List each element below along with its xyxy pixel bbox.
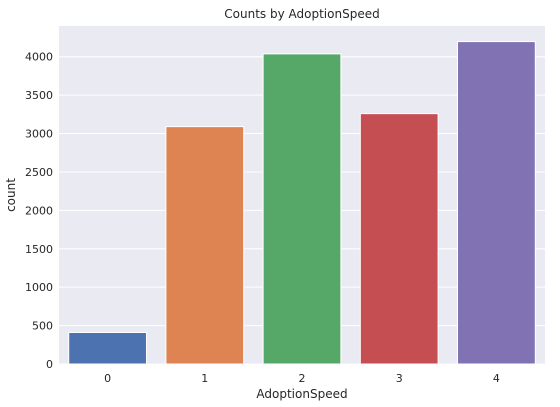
y-tick-label: 500 [32,320,53,333]
y-axis-label: count [4,178,18,212]
y-tick-label: 4000 [25,51,53,64]
y-tick-label: 1000 [25,281,53,294]
bar-4 [457,41,536,365]
y-tick-label: 3500 [25,89,53,102]
bar-1 [165,126,245,365]
y-tick-label: 3000 [25,128,53,141]
y-tick-label: 0 [46,358,53,371]
x-tick-label: 3 [396,372,403,385]
y-tick-labels: 0 500 1000 1500 2000 2500 3000 3500 4000 [25,51,53,371]
x-tick-labels: 0 1 2 3 4 [104,372,500,385]
y-tick-label: 2000 [25,204,53,217]
bar-3 [359,113,439,365]
bar-2 [262,53,342,365]
x-tick-label: 0 [104,372,111,385]
y-tick-label: 2500 [25,166,53,179]
bar-0 [68,332,147,365]
x-tick-label: 1 [201,372,208,385]
y-tick-label: 1500 [25,243,53,256]
x-tick-label: 2 [299,372,306,385]
bars [68,41,536,365]
x-axis-label: AdoptionSpeed [256,387,347,401]
x-tick-label: 4 [493,372,500,385]
chart-title: Counts by AdoptionSpeed [224,7,379,21]
